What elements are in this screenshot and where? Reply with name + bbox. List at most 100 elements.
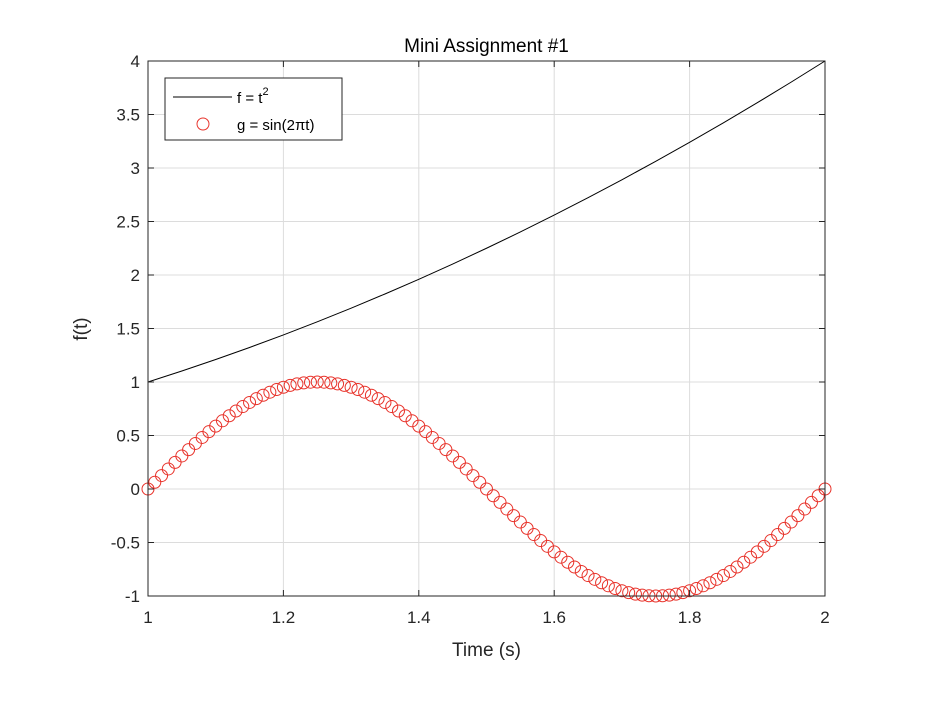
- g-series-point: [622, 586, 636, 600]
- g-series-point: [615, 584, 629, 598]
- legend-box: [164, 77, 343, 141]
- g-series-point: [229, 404, 243, 418]
- y-tick-label: 4: [131, 52, 140, 71]
- g-series-point: [608, 581, 622, 595]
- g-series-point: [662, 588, 676, 602]
- g-series-point: [452, 455, 466, 469]
- g-series-point: [601, 579, 615, 593]
- g-series-point: [628, 587, 642, 601]
- g-series-point: [459, 462, 473, 476]
- g-series-point: [500, 502, 514, 516]
- y-tick-label: 2: [131, 266, 140, 285]
- g-series-point: [236, 400, 250, 414]
- g-series-point: [324, 376, 338, 390]
- g-series-point: [283, 378, 297, 392]
- g-series-point: [263, 385, 277, 399]
- g-series-point: [378, 395, 392, 409]
- x-axis-label: Time (s): [452, 640, 521, 661]
- g-series-point: [473, 475, 487, 489]
- g-series-point: [737, 555, 751, 569]
- y-tick-label: 3: [131, 159, 140, 178]
- g-series-point: [689, 581, 703, 595]
- legend-g-marker-swatch: [196, 117, 210, 131]
- y-axis-label: f(t): [71, 317, 92, 340]
- g-series-point: [290, 377, 304, 391]
- y-tick-label: -1: [125, 587, 140, 606]
- legend-f-label-exponent: 2: [262, 86, 268, 98]
- g-series-point: [391, 404, 405, 418]
- g-series-point: [351, 383, 365, 397]
- y-tick-label: -0.5: [111, 534, 140, 553]
- g-series-point: [493, 495, 507, 509]
- legend: f = t2 g = sin(2πt): [164, 77, 343, 141]
- g-series-point: [574, 564, 588, 578]
- legend-f-label: f = t2: [237, 86, 269, 107]
- g-series-point: [331, 377, 345, 391]
- g-series-point: [676, 586, 690, 600]
- g-series-point: [405, 414, 419, 428]
- g-series-point: [561, 555, 575, 569]
- g-series-point: [148, 475, 162, 489]
- y-tick-labels: -1 -0.5 0 0.5 1 1.5 2 2.5 3 3.5 4: [111, 52, 140, 606]
- g-series-point: [547, 545, 561, 559]
- x-tick-label: 1: [143, 608, 152, 627]
- g-series-point: [371, 392, 385, 406]
- g-series-point: [161, 462, 175, 476]
- x-tick-label: 1.8: [678, 608, 702, 627]
- g-series-point: [256, 388, 270, 402]
- series-f-line: [147, 60, 826, 383]
- y-tick-label: 2.5: [116, 213, 140, 232]
- g-series-point: [710, 572, 724, 586]
- g-series-point: [303, 375, 317, 389]
- g-series-point: [364, 388, 378, 402]
- y-tick-label: 3.5: [116, 106, 140, 125]
- g-series-point: [480, 482, 493, 496]
- legend-g-label: g = sin(2πt): [237, 117, 314, 134]
- g-series-point: [486, 489, 500, 503]
- g-series-point: [297, 376, 311, 390]
- y-tick-label: 1.5: [116, 320, 140, 339]
- g-series-point: [723, 564, 737, 578]
- g-series-point: [581, 569, 595, 583]
- g-series-point: [588, 572, 602, 586]
- g-series-point: [716, 569, 730, 583]
- g-series-point: [683, 584, 697, 598]
- x-tick-label: 2: [820, 608, 829, 627]
- x-tick-label: 1.6: [542, 608, 566, 627]
- tick-marks: [147, 60, 826, 597]
- g-series-point: [804, 495, 818, 509]
- g-series-point: [215, 414, 229, 428]
- g-series-point: [385, 400, 399, 414]
- legend-f-label-base: f = t: [237, 90, 263, 107]
- g-series-point: [310, 375, 324, 389]
- g-series-point: [243, 395, 257, 409]
- g-series-point: [337, 378, 351, 392]
- y-tick-label: 1: [131, 373, 140, 392]
- g-series-point: [811, 489, 825, 503]
- g-series-point: [398, 409, 412, 423]
- chart-title: Mini Assignment #1: [404, 36, 569, 57]
- g-series-point: [696, 579, 710, 593]
- g-series-point: [276, 380, 290, 394]
- g-series-point: [358, 385, 372, 399]
- y-tick-label: 0.5: [116, 427, 140, 446]
- g-series-point: [669, 587, 683, 601]
- g-series-point: [155, 469, 169, 483]
- g-series-point: [568, 560, 582, 574]
- g-series-point: [703, 576, 717, 590]
- g-series-point: [249, 392, 263, 406]
- g-series-point: [791, 509, 805, 523]
- g-series-point: [344, 380, 358, 394]
- g-series-point: [317, 375, 331, 389]
- x-tick-label: 1.2: [272, 608, 296, 627]
- g-series-point: [744, 550, 758, 564]
- g-series-point: [554, 550, 568, 564]
- g-series-point: [222, 409, 236, 423]
- g-series-point: [595, 576, 609, 590]
- y-tick-label: 0: [131, 480, 140, 499]
- g-series-point: [270, 383, 284, 397]
- g-series-point: [798, 502, 812, 516]
- x-tick-label: 1.4: [407, 608, 431, 627]
- g-series-point: [466, 469, 480, 483]
